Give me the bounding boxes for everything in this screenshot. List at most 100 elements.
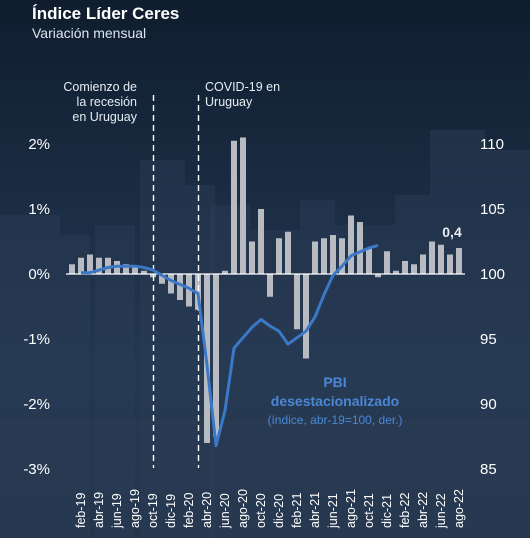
x-tick-label: abr-19 <box>92 492 106 528</box>
x-tick-label: ago-21 <box>344 489 358 528</box>
bar-oct-20 <box>258 209 264 274</box>
x-tick-label: oct-19 <box>146 493 160 528</box>
bar-may-19 <box>105 257 111 274</box>
bar-sep-21 <box>357 222 363 274</box>
pbi-label-line1: PBI <box>323 374 346 390</box>
bar-ene-19 <box>69 264 75 274</box>
left-tick-label: 2% <box>28 136 50 153</box>
recession-annotation-line1: Comienzo de <box>63 80 137 94</box>
bar-abr-19 <box>96 257 102 274</box>
bar-jul-20 <box>231 140 237 274</box>
left-tick-label: -3% <box>23 461 50 478</box>
bar-jun-22 <box>438 244 444 274</box>
bar-jul-22 <box>447 254 453 274</box>
skyline-building-3 <box>140 160 185 538</box>
bar-ago-20 <box>240 137 246 274</box>
left-axis-ticks: 2% 1% 0% -1% -2% -3% <box>23 136 50 478</box>
skyline-building-9 <box>395 195 430 538</box>
city-skyline-background <box>0 130 530 538</box>
bar-nov-20 <box>267 274 273 297</box>
left-tick-label: 0% <box>28 266 50 283</box>
bar-nov-19 <box>159 274 165 284</box>
recession-annotation-line2: la recesión <box>77 95 137 109</box>
bar-jun-20 <box>222 270 228 274</box>
bar-may-22 <box>429 241 435 274</box>
bar-nov-21 <box>375 274 381 278</box>
x-tick-label: feb-20 <box>182 493 196 528</box>
x-tick-label: oct-20 <box>254 493 268 528</box>
x-axis-ticks: feb-19 abr-19 jun-19 ago-19 oct-19 dic-19 feb-… <box>74 489 466 529</box>
x-tick-label: ago-22 <box>452 489 466 528</box>
bar-sep-19 <box>141 270 147 274</box>
skyline-building-12 <box>0 420 530 538</box>
bar-jun-21 <box>330 235 336 274</box>
bar-ago-21 <box>348 215 354 274</box>
x-tick-label: abr-22 <box>416 492 430 528</box>
bar-feb-20 <box>186 274 192 307</box>
pbi-label-line3: (índice, abr-19=100, der.) <box>267 413 402 427</box>
pbi-line-series <box>81 243 379 448</box>
x-tick-label: jun-19 <box>110 493 124 529</box>
skyline-building-0 <box>0 215 60 538</box>
skyline-building-2 <box>95 225 135 538</box>
x-tick-label: feb-19 <box>74 493 88 528</box>
covid-annotation-line2: Uruguay <box>205 95 253 109</box>
right-axis-ticks: 110 105 100 95 90 85 <box>480 136 505 478</box>
left-tick-label: 1% <box>28 201 50 218</box>
x-tick-label: oct-21 <box>362 493 376 528</box>
skyline-building-1 <box>60 235 90 538</box>
skyline-building-8 <box>335 225 395 538</box>
event-markers <box>152 95 200 468</box>
bar-ene-22 <box>393 270 399 274</box>
x-tick-label: abr-20 <box>200 492 214 528</box>
right-tick-label: 105 <box>480 201 505 218</box>
recession-annotation-line3: en Uruguay <box>72 110 137 124</box>
left-tick-label: -2% <box>23 396 50 413</box>
bar-dic-20 <box>276 238 282 274</box>
bar-ene-20 <box>177 274 183 300</box>
right-tick-label: 110 <box>480 136 504 153</box>
bar-jul-19 <box>123 264 129 274</box>
bar-dic-19 <box>168 274 174 294</box>
bar-ago-22 <box>456 248 462 274</box>
x-tick-label: feb-22 <box>398 493 412 528</box>
skyline-building-6 <box>250 230 300 538</box>
covid-annotation-line1: COVID-19 en <box>205 80 280 94</box>
bar-feb-22 <box>402 261 408 274</box>
x-tick-label: dic-20 <box>272 494 286 528</box>
bar-mar-22 <box>411 264 417 274</box>
x-tick-label: dic-21 <box>380 494 394 528</box>
pbi-label-line2: desestacionalizado <box>271 393 399 409</box>
right-tick-label: 100 <box>480 266 505 283</box>
chart-subtitle: Variación mensual <box>32 25 147 41</box>
x-tick-label: feb-21 <box>290 493 304 528</box>
bar-abr-22 <box>420 254 426 274</box>
pbi-line <box>81 243 379 448</box>
last-value-label: 0,4 <box>442 224 462 240</box>
x-tick-label: abr-21 <box>308 492 322 528</box>
left-tick-label: -1% <box>23 331 50 348</box>
right-tick-label: 85 <box>480 461 497 478</box>
x-tick-label: ago-20 <box>236 489 250 528</box>
bar-may-20 <box>213 274 219 437</box>
bar-abr-21 <box>312 241 318 274</box>
bar-sep-20 <box>249 241 255 274</box>
bar-feb-21 <box>294 274 300 330</box>
bar-may-21 <box>321 238 327 274</box>
x-tick-label: jun-21 <box>326 493 340 529</box>
bar-mar-21 <box>303 274 309 359</box>
chart-title: Índice Líder Ceres <box>32 4 180 23</box>
x-tick-label: dic-19 <box>164 494 178 528</box>
right-tick-label: 95 <box>480 331 497 348</box>
x-tick-label: ago-19 <box>128 489 142 528</box>
bar-mar-19 <box>87 254 93 274</box>
bar-dic-21 <box>384 251 390 274</box>
bar-jul-21 <box>339 238 345 274</box>
skyline-building-10 <box>430 130 485 538</box>
right-tick-label: 90 <box>480 396 497 413</box>
x-tick-label: jun-22 <box>434 493 448 529</box>
skyline-building-11 <box>485 150 530 538</box>
bar-ene-21 <box>285 231 291 274</box>
bar-ago-19 <box>132 267 138 274</box>
